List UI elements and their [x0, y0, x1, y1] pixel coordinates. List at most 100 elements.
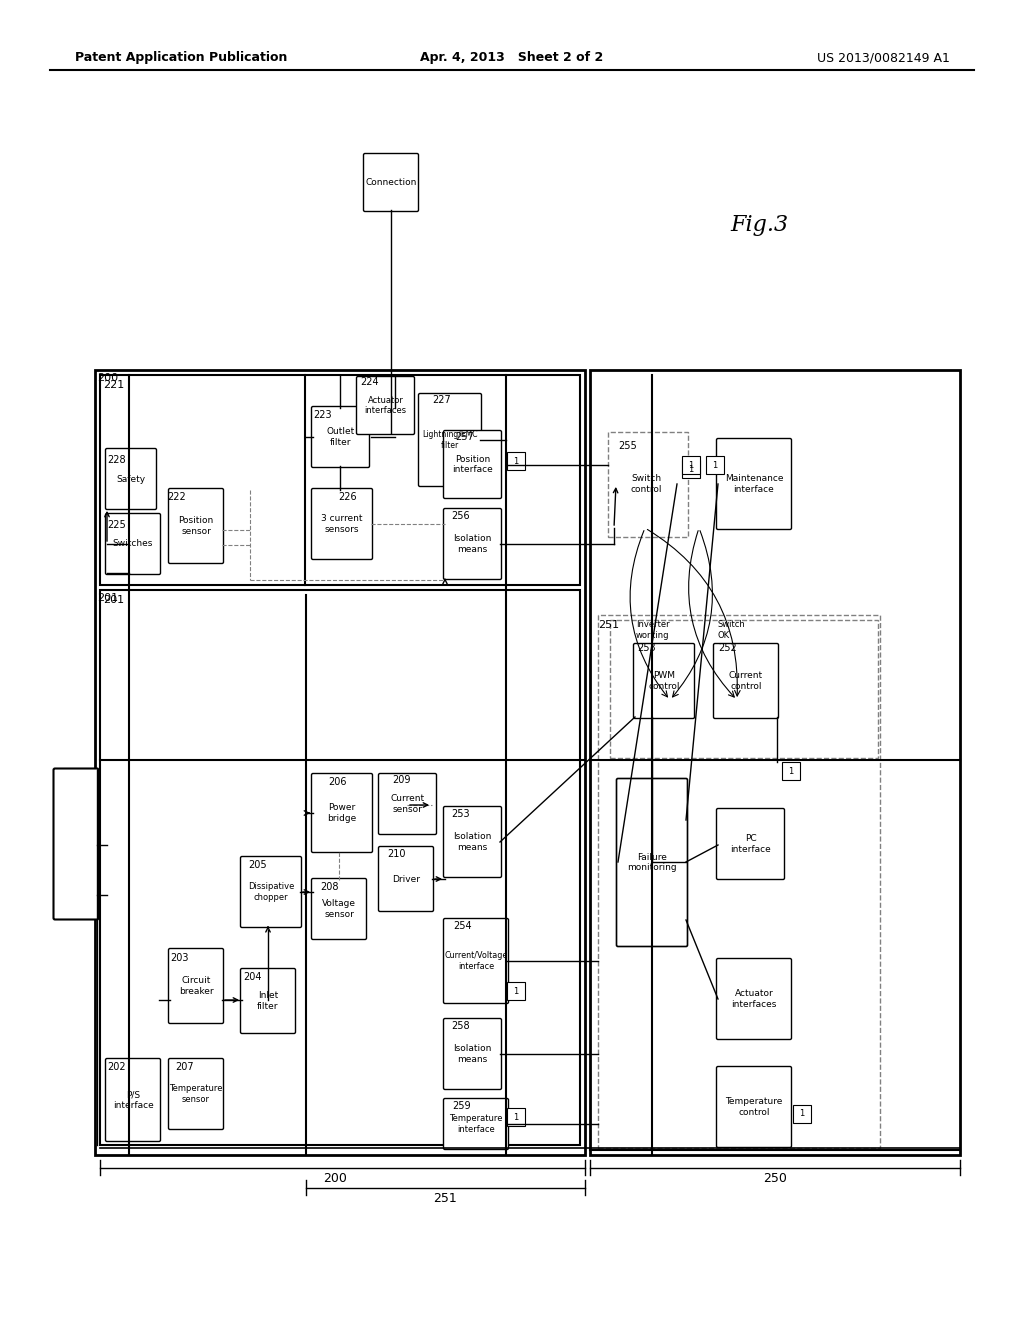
- Text: 1: 1: [688, 465, 693, 474]
- Text: 251: 251: [433, 1192, 457, 1204]
- Text: Switches: Switches: [113, 540, 154, 549]
- Text: 1: 1: [800, 1110, 805, 1118]
- Text: Current/Voltage
interface: Current/Voltage interface: [444, 952, 508, 970]
- Text: 200: 200: [97, 374, 118, 383]
- Text: Lightning/EMC
filter: Lightning/EMC filter: [422, 430, 478, 450]
- Bar: [507, 1107, 525, 1126]
- Text: Switch
control: Switch control: [630, 474, 662, 494]
- Text: Apr. 4, 2013   Sheet 2 of 2: Apr. 4, 2013 Sheet 2 of 2: [421, 51, 603, 65]
- Text: 203: 203: [170, 953, 188, 964]
- Bar: [598, 615, 880, 1148]
- Text: Fig.3: Fig.3: [730, 214, 788, 236]
- Text: 250: 250: [763, 1172, 786, 1184]
- Text: Outlet
filter: Outlet filter: [327, 428, 354, 446]
- Text: 258: 258: [451, 1020, 470, 1031]
- Text: PWM
control: PWM control: [648, 672, 680, 690]
- FancyBboxPatch shape: [169, 488, 223, 564]
- Text: Current
control: Current control: [729, 672, 763, 690]
- Text: Temperature
interface: Temperature interface: [450, 1114, 503, 1134]
- Bar: [590, 370, 961, 1155]
- FancyBboxPatch shape: [356, 376, 415, 434]
- Text: Actuator
interfaces: Actuator interfaces: [365, 396, 407, 416]
- FancyBboxPatch shape: [105, 1059, 161, 1142]
- Bar: [507, 451, 525, 470]
- Text: Driver: Driver: [392, 874, 420, 883]
- Text: 227: 227: [432, 395, 451, 405]
- Text: 3 current
sensors: 3 current sensors: [322, 515, 362, 533]
- FancyBboxPatch shape: [443, 919, 509, 1003]
- Text: 201: 201: [103, 595, 124, 605]
- Bar: [682, 459, 700, 478]
- Text: Circuit
breaker: Circuit breaker: [178, 977, 213, 995]
- Text: 255: 255: [618, 441, 637, 451]
- FancyBboxPatch shape: [169, 949, 223, 1023]
- Bar: [610, 620, 878, 758]
- FancyBboxPatch shape: [241, 969, 296, 1034]
- Text: 1: 1: [513, 457, 518, 466]
- Text: 253: 253: [451, 809, 470, 818]
- FancyBboxPatch shape: [634, 644, 694, 718]
- Text: Switch
OK: Switch OK: [718, 620, 745, 640]
- Text: Position
sensor: Position sensor: [178, 516, 214, 536]
- Bar: [793, 1105, 811, 1123]
- Text: 210: 210: [387, 849, 406, 859]
- FancyBboxPatch shape: [443, 807, 502, 878]
- Text: Power
bridge: Power bridge: [328, 804, 356, 822]
- Text: Inlet
filter: Inlet filter: [257, 991, 279, 1011]
- Bar: [706, 455, 724, 474]
- Text: Maintenance
interface: Maintenance interface: [725, 474, 783, 494]
- FancyBboxPatch shape: [169, 1059, 223, 1130]
- FancyBboxPatch shape: [616, 779, 687, 946]
- Text: Isolation
means: Isolation means: [454, 833, 492, 851]
- Text: 251: 251: [598, 620, 620, 630]
- FancyBboxPatch shape: [443, 1098, 509, 1150]
- Text: Actuator
interfaces: Actuator interfaces: [731, 989, 776, 1008]
- Bar: [100, 590, 580, 1144]
- Bar: [95, 370, 585, 1155]
- Text: 222: 222: [167, 492, 185, 502]
- Text: 207: 207: [175, 1063, 194, 1072]
- Text: 224: 224: [360, 378, 379, 387]
- FancyBboxPatch shape: [443, 1019, 502, 1089]
- Text: 205: 205: [248, 861, 266, 870]
- FancyBboxPatch shape: [364, 153, 419, 211]
- Text: 221: 221: [103, 380, 124, 389]
- FancyBboxPatch shape: [311, 488, 373, 560]
- FancyBboxPatch shape: [717, 958, 792, 1040]
- Text: Inverter
working: Inverter working: [636, 620, 670, 640]
- Bar: [682, 455, 700, 474]
- Text: 1: 1: [513, 986, 518, 995]
- Text: 206: 206: [328, 777, 346, 787]
- FancyBboxPatch shape: [379, 774, 436, 834]
- Text: 257: 257: [455, 432, 474, 442]
- Text: 252: 252: [718, 643, 736, 653]
- Bar: [782, 762, 800, 780]
- Text: Voltage
sensor: Voltage sensor: [322, 899, 356, 919]
- Text: Position
interface: Position interface: [453, 455, 493, 474]
- FancyBboxPatch shape: [717, 1067, 792, 1147]
- Bar: [608, 432, 688, 537]
- Bar: [100, 375, 580, 585]
- Text: Isolation
means: Isolation means: [454, 1044, 492, 1064]
- Text: Current
sensor: Current sensor: [390, 795, 425, 813]
- Text: 256: 256: [451, 511, 470, 521]
- Text: 223: 223: [313, 411, 332, 420]
- Text: 225: 225: [106, 520, 126, 531]
- Text: 204: 204: [243, 972, 261, 982]
- FancyBboxPatch shape: [105, 449, 157, 510]
- FancyBboxPatch shape: [311, 879, 367, 940]
- Text: 226: 226: [338, 492, 356, 502]
- Text: 209: 209: [392, 775, 411, 785]
- Text: 259: 259: [452, 1101, 471, 1111]
- FancyBboxPatch shape: [105, 513, 161, 574]
- Text: P/S
interface: P/S interface: [113, 1090, 154, 1110]
- Text: 1: 1: [688, 461, 693, 470]
- FancyBboxPatch shape: [443, 430, 502, 499]
- Bar: [507, 982, 525, 1001]
- Text: Failure
monitoring: Failure monitoring: [627, 853, 677, 873]
- FancyBboxPatch shape: [419, 393, 481, 487]
- FancyBboxPatch shape: [311, 407, 370, 467]
- Text: 208: 208: [319, 882, 339, 892]
- FancyBboxPatch shape: [53, 768, 98, 920]
- FancyBboxPatch shape: [717, 438, 792, 529]
